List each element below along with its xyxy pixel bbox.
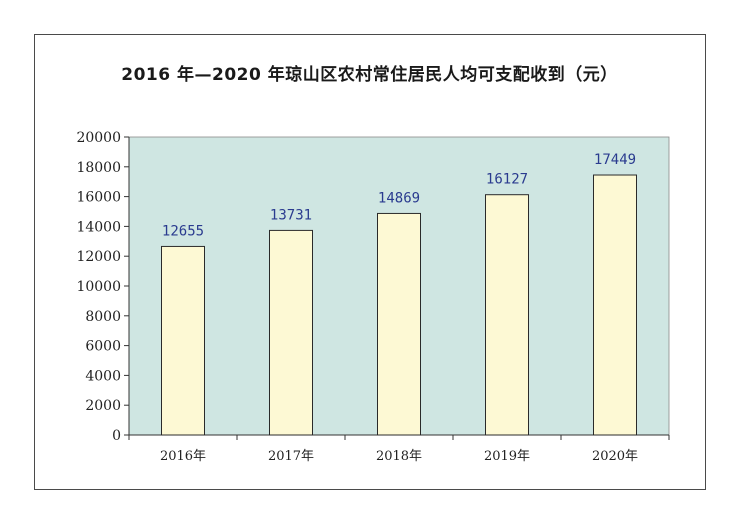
bar — [161, 245, 205, 436]
y-tick-label: 14000 — [76, 219, 121, 235]
y-tick-label: 6000 — [85, 339, 121, 355]
y-tick-label: 16000 — [76, 190, 121, 206]
y-tick-label: 4000 — [85, 368, 121, 384]
bars: 12655 13731 14869 16127 17449 — [161, 152, 637, 436]
chart-title: 2016 年—2020 年琼山区农村常住居民人均可支配收到（元） — [121, 65, 618, 85]
data-label: 12655 — [162, 223, 204, 239]
bar — [377, 212, 421, 436]
x-tick-label: 2017年 — [268, 449, 314, 464]
bar — [485, 194, 529, 436]
y-tick-label: 2000 — [85, 398, 121, 414]
y-tick-label: 10000 — [76, 279, 121, 295]
bar — [269, 229, 313, 436]
data-label: 13731 — [270, 207, 312, 223]
data-label: 17449 — [594, 152, 636, 168]
data-label: 14869 — [378, 190, 420, 206]
data-label: 16127 — [486, 172, 528, 188]
y-axis: 0 2000 4000 6000 8000 10000 12000 14000 16000 180… — [76, 130, 130, 444]
x-tick-label: 2020年 — [592, 449, 638, 464]
y-tick-label: 0 — [112, 428, 121, 444]
y-tick-label: 18000 — [76, 160, 121, 176]
x-tick-label: 2016年 — [160, 449, 206, 464]
x-tick-label: 2019年 — [484, 449, 530, 464]
x-axis: 2016年 2017年 2018年 2019年 2020年 — [128, 434, 670, 464]
y-tick-label: 12000 — [76, 249, 121, 265]
y-tick-label: 8000 — [85, 309, 121, 325]
y-tick-label: 20000 — [76, 130, 121, 146]
x-tick-label: 2018年 — [376, 449, 422, 464]
bar — [593, 174, 637, 436]
